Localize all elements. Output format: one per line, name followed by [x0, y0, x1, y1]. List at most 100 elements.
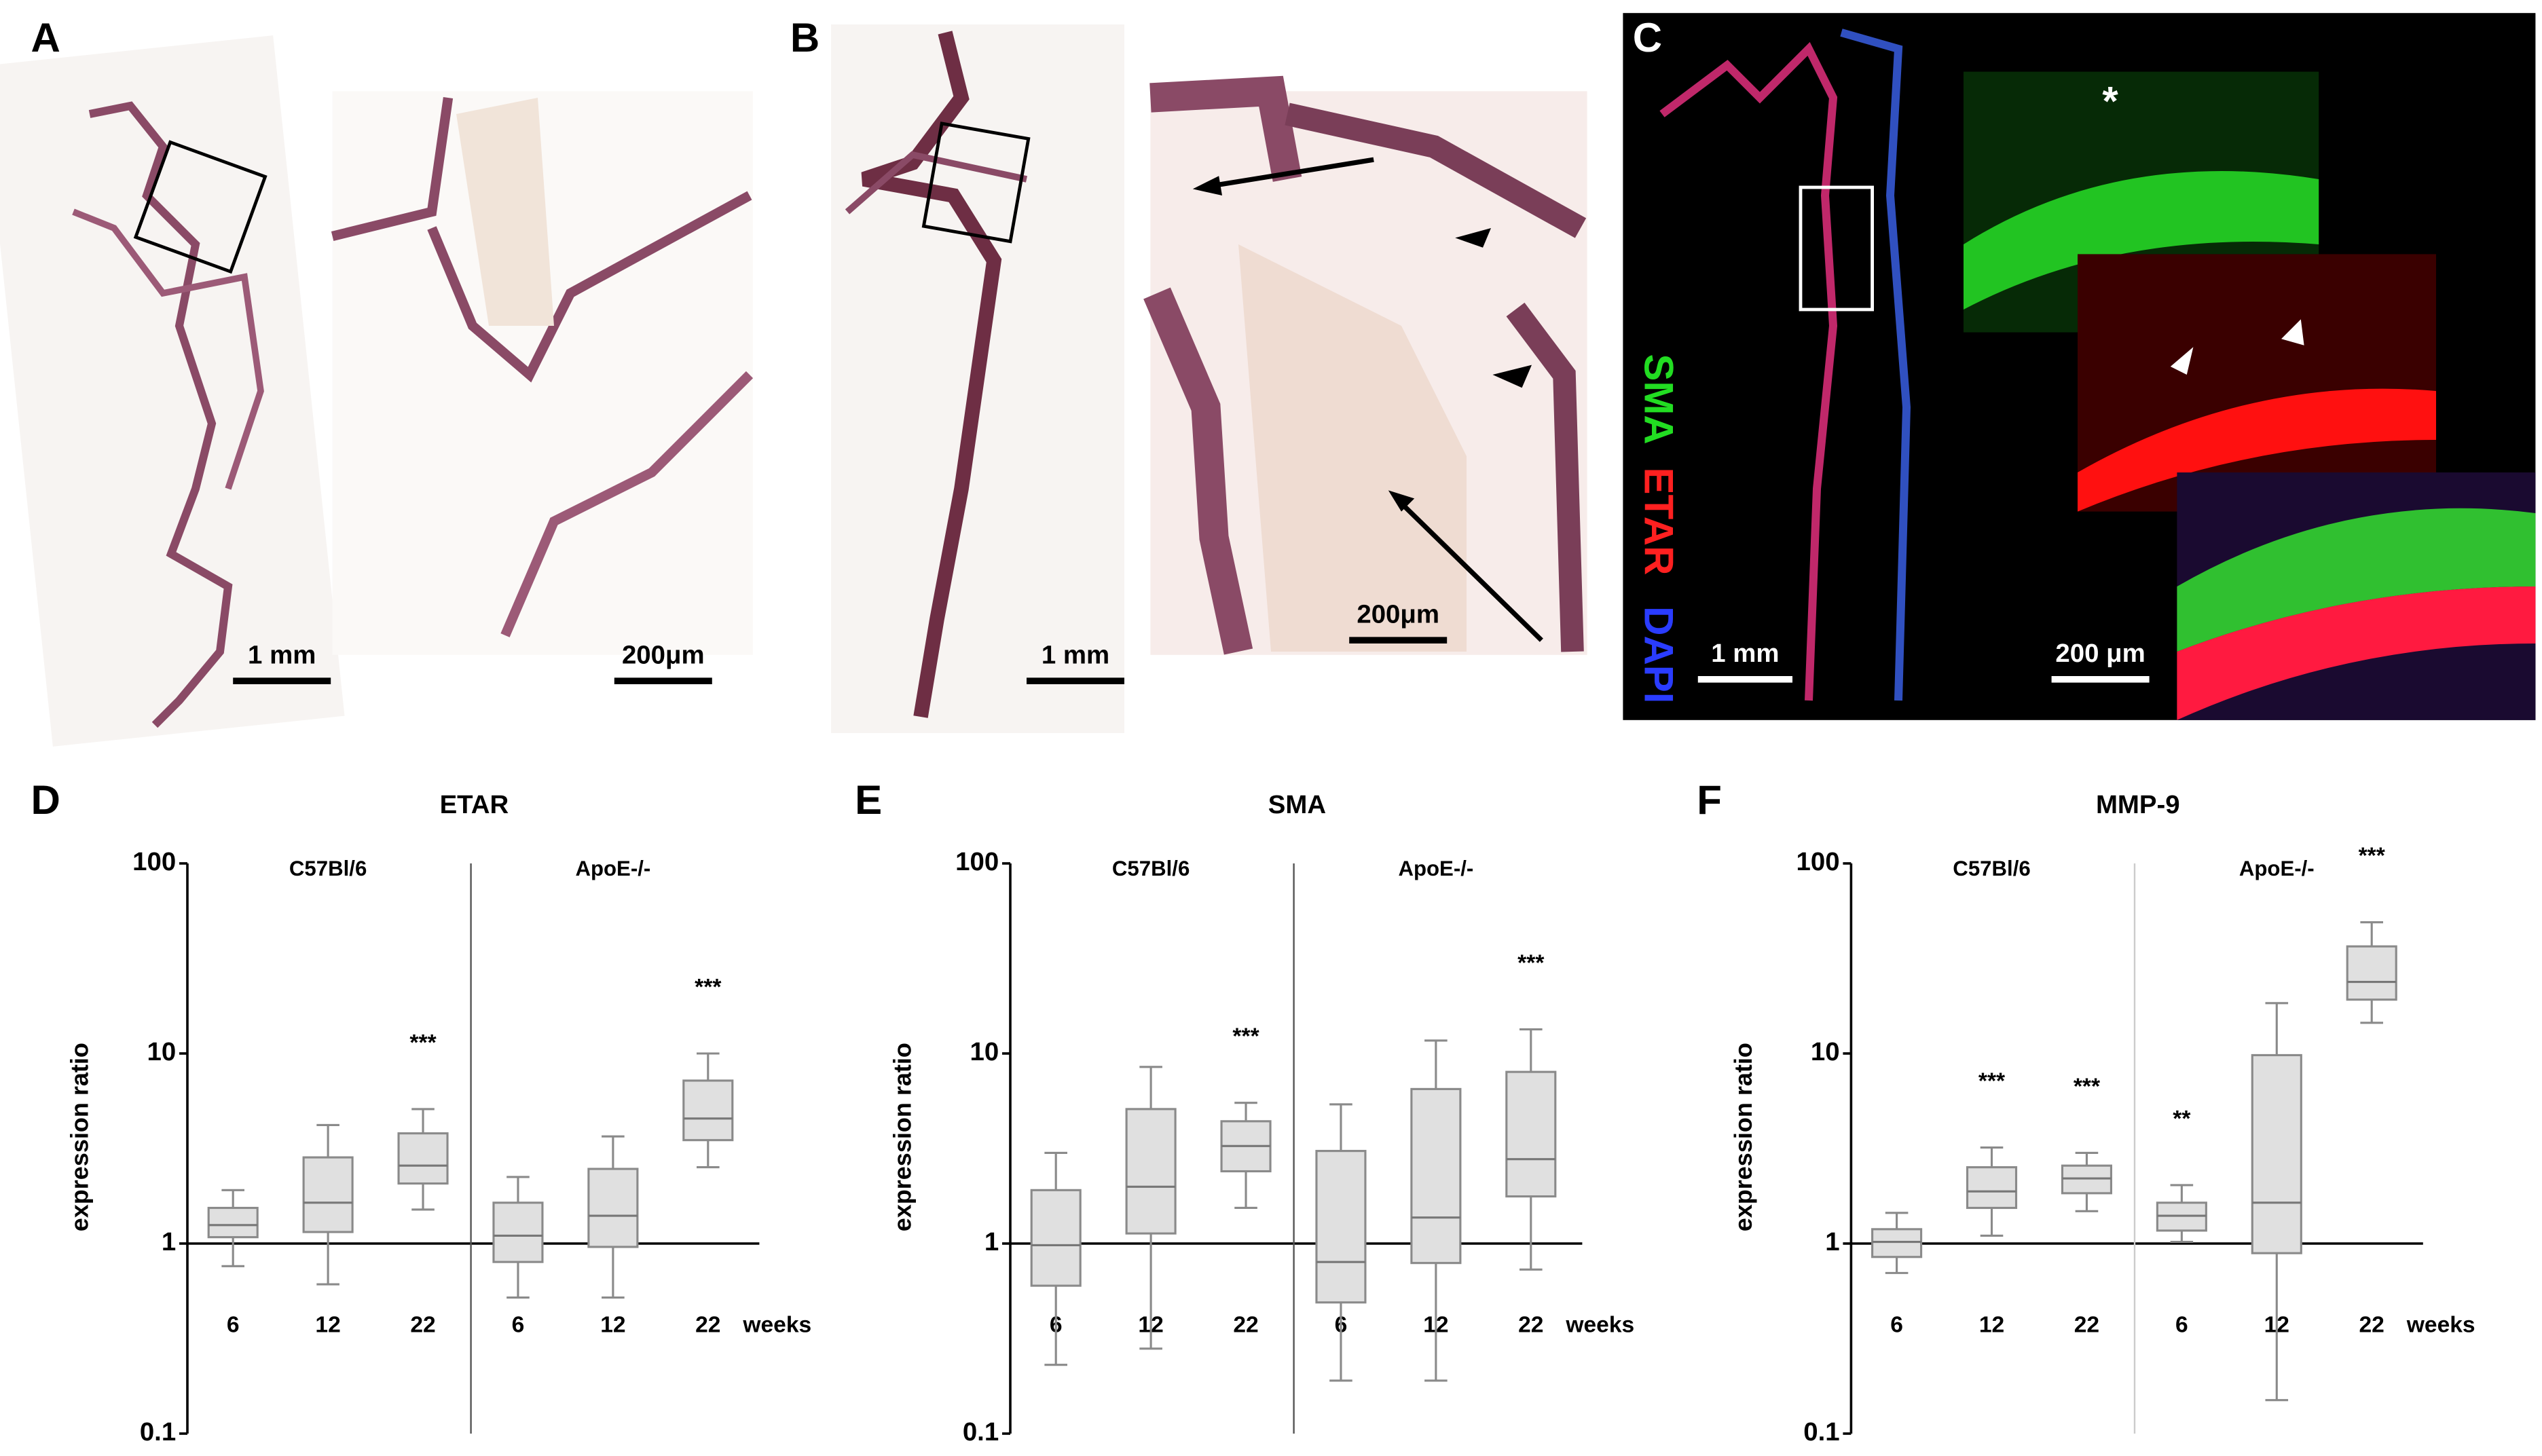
panel-b-images [831, 24, 1587, 733]
merge-signal [2177, 586, 2536, 720]
arrow [1396, 498, 1543, 642]
image-labels: A 1 mm 200μm B 1 mm 200μm C 1 mm 200 μm SMA ETAR DA… [31, 15, 2150, 703]
x-axis-label: weeks [1565, 1312, 1634, 1337]
x-axis-label: weeks [2406, 1312, 2475, 1337]
arrowhead-marker [1455, 228, 1491, 248]
panel-label: F [1697, 777, 1722, 823]
arrowhead-marker [2281, 319, 2304, 346]
tissue [1285, 102, 1587, 652]
box [587, 1168, 639, 1248]
y-tick-label: 0.1 [1803, 1417, 1839, 1446]
box [1315, 1150, 1367, 1304]
arrow-head [1388, 490, 1415, 512]
tissue [1840, 29, 1911, 701]
channel-label: SMA [1636, 354, 1682, 444]
scale-bar-label: 200μm [1357, 599, 1439, 629]
box [302, 1156, 354, 1233]
y-tick-label: 1 [162, 1227, 176, 1256]
y-tick-label: 1 [1825, 1227, 1839, 1256]
scale-bar-label: 200 μm [2055, 639, 2145, 668]
tissue [88, 101, 233, 728]
x-tick-label: 22 [2074, 1312, 2099, 1337]
chart-title: MMP-9 [2096, 790, 2180, 819]
y-tick-label: 10 [147, 1037, 176, 1066]
tissue [331, 96, 752, 383]
box [2251, 1053, 2302, 1254]
group-label: C57Bl/6 [1953, 857, 2030, 880]
y-tick-label: 10 [1811, 1037, 1840, 1066]
significance: *** [695, 975, 722, 1000]
x-tick-label: 22 [2359, 1312, 2384, 1337]
tissue [845, 151, 1028, 214]
scale-bar-label: 1 mm [248, 640, 316, 669]
panel-label: B [790, 15, 819, 60]
panel-label: C [1633, 15, 1662, 60]
x-tick-label: 6 [1890, 1312, 1903, 1337]
arrowhead-marker [1492, 365, 1532, 388]
scale-bar-label: 1 mm [1711, 639, 1779, 668]
eta-signal [2078, 388, 2436, 512]
group-label: ApoE-/- [575, 857, 650, 880]
tissue [72, 208, 264, 490]
x-axis-label: weeks [742, 1312, 811, 1337]
box [492, 1201, 544, 1263]
zoom-box [921, 122, 1031, 244]
significance: *** [409, 1030, 437, 1056]
group-label: C57Bl/6 [289, 857, 367, 880]
box [1125, 1108, 1177, 1235]
tissue [1659, 41, 1838, 701]
channel-label: ETAR [1636, 468, 1682, 576]
y-tick-label: 10 [970, 1037, 999, 1066]
x-tick-label: 6 [227, 1312, 240, 1337]
x-tick-label: 22 [1233, 1312, 1258, 1337]
box [682, 1079, 734, 1142]
panel-label: D [31, 777, 60, 823]
x-tick-label: 12 [1979, 1312, 2004, 1337]
panel-label: E [855, 777, 882, 823]
significance: ** [2173, 1106, 2191, 1132]
sma-signal [1964, 171, 2319, 310]
significance: *** [1517, 950, 1545, 975]
overview-image [0, 35, 345, 747]
arrowhead-marker [2170, 347, 2194, 375]
box [1030, 1189, 1082, 1287]
x-tick-label: 6 [512, 1312, 525, 1337]
y-tick-label: 0.1 [963, 1417, 999, 1446]
box [1410, 1087, 1462, 1265]
merge-signal [2177, 508, 2536, 652]
tissue [456, 98, 554, 326]
marker: * [2102, 78, 2118, 124]
tissue [861, 31, 1002, 718]
x-tick-label: 22 [410, 1312, 435, 1337]
x-tick-label: 6 [2175, 1312, 2188, 1337]
panel-a-images [0, 35, 754, 747]
scale-bar-label: 200μm [622, 640, 705, 669]
y-tick-label: 100 [1797, 847, 1840, 876]
box [1505, 1070, 1557, 1198]
y-axis-label: expression ratio [66, 1043, 94, 1231]
tissue [1143, 75, 1302, 655]
panel-c-images [1623, 13, 2536, 720]
group-label: C57Bl/6 [1112, 857, 1190, 880]
group-label: ApoE-/- [1398, 857, 1473, 880]
box [1966, 1166, 2018, 1210]
box [1871, 1228, 1923, 1258]
x-tick-label: 12 [315, 1312, 340, 1337]
x-tick-label: 12 [600, 1312, 625, 1337]
y-tick-label: 100 [132, 847, 176, 876]
significance: *** [2359, 844, 2386, 869]
significance: *** [1232, 1024, 1259, 1049]
x-tick-label: 22 [1518, 1312, 1543, 1337]
channel-label: DAPI [1636, 606, 1682, 703]
significance: *** [1978, 1068, 2006, 1094]
chart-title: SMA [1268, 790, 1326, 819]
y-tick-label: 1 [984, 1227, 999, 1256]
y-tick-label: 100 [955, 847, 999, 876]
scale-bar-label: 1 mm [1042, 640, 1109, 669]
zoom-box [133, 140, 268, 274]
box [397, 1132, 449, 1185]
box [2346, 945, 2397, 1001]
tissue [1238, 244, 1467, 652]
x-tick-label: 22 [695, 1312, 720, 1337]
chart-title: ETAR [440, 790, 509, 819]
